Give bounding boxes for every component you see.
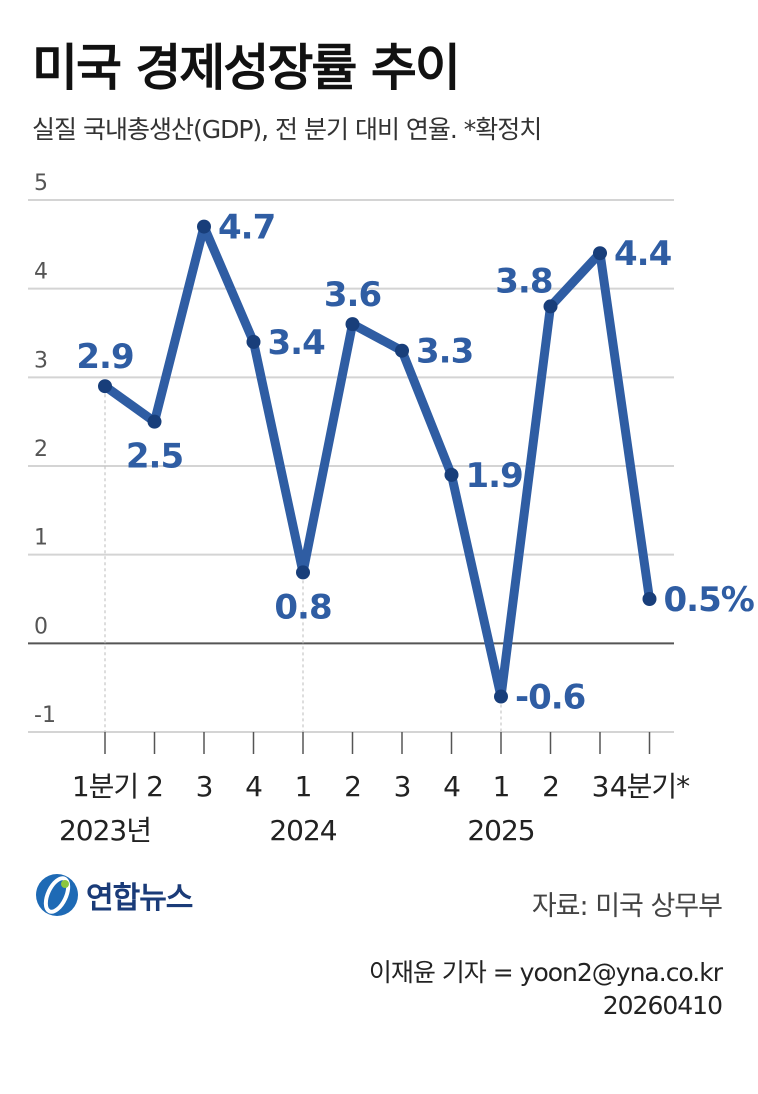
data-label: 3.8 bbox=[495, 261, 552, 301]
x-tick-label: 2 bbox=[344, 770, 361, 803]
data-point bbox=[246, 334, 261, 349]
date-text: 20260410 bbox=[602, 991, 723, 1020]
data-label: 2.5 bbox=[126, 437, 183, 477]
data-point bbox=[494, 689, 508, 704]
data-point bbox=[345, 317, 360, 332]
y-tick-label: 2 bbox=[34, 437, 48, 462]
x-tick-label: 4분기* bbox=[610, 770, 690, 803]
yonhap-logo-icon bbox=[36, 874, 78, 916]
x-tick-label: 4 bbox=[443, 770, 460, 803]
data-point bbox=[543, 299, 558, 314]
yonhap-logo: 연합뉴스 bbox=[34, 872, 193, 918]
x-tick-label: 3 bbox=[394, 770, 411, 803]
data-point bbox=[98, 379, 112, 394]
data-label: -0.6 bbox=[515, 678, 585, 718]
logo-text: 연합뉴스 bbox=[86, 881, 193, 916]
y-tick-label: 1 bbox=[34, 526, 48, 551]
data-label: 3.6 bbox=[324, 275, 381, 315]
x-tick-label: 3 bbox=[196, 770, 213, 803]
x-tick-label: 1 bbox=[295, 770, 312, 803]
y-tick-label: 0 bbox=[34, 614, 48, 639]
data-label: 0.8 bbox=[274, 587, 331, 627]
data-point bbox=[147, 414, 162, 429]
credit-block: 이재윤 기자 = yoon2@yna.co.kr 20260410 bbox=[368, 956, 723, 1022]
data-label: 3.4 bbox=[268, 323, 326, 363]
data-point bbox=[296, 565, 310, 580]
y-tick-label: 5 bbox=[34, 171, 48, 196]
data-label: 1.9 bbox=[466, 456, 523, 496]
y-tick-label: -1 bbox=[34, 703, 56, 728]
data-point bbox=[395, 343, 409, 358]
y-tick-label: 4 bbox=[34, 260, 48, 285]
reporter-text: 이재윤 기자 = yoon2@yna.co.kr bbox=[368, 958, 723, 987]
data-label: 4.7 bbox=[218, 208, 275, 248]
data-point bbox=[642, 592, 657, 606]
year-label: 2025 bbox=[467, 814, 534, 847]
data-point bbox=[444, 467, 459, 482]
x-tick-label: 1분기 bbox=[72, 770, 138, 803]
data-label: 4.4 bbox=[614, 234, 672, 274]
data-label: 2.9 bbox=[76, 337, 133, 377]
series-line bbox=[100, 222, 654, 702]
x-tick-label: 2 bbox=[542, 770, 559, 803]
data-point bbox=[593, 246, 607, 261]
source-text: 자료: 미국 상무부 bbox=[531, 891, 723, 922]
x-tick-label: 4 bbox=[245, 770, 262, 803]
year-label: 2023년 bbox=[59, 814, 151, 847]
data-label: 3.3 bbox=[416, 332, 473, 372]
x-tick-label: 2 bbox=[146, 770, 163, 803]
x-tick-label: 3 bbox=[592, 770, 609, 803]
year-label: 2024 bbox=[269, 814, 336, 847]
y-tick-label: 3 bbox=[34, 348, 48, 373]
chart-subtitle: 실질 국내총생산(GDP), 전 분기 대비 연율. *확정치 bbox=[32, 115, 542, 144]
chart-title: 미국 경제성장률 추이 bbox=[32, 39, 461, 97]
data-label: 0.5% bbox=[664, 580, 754, 620]
data-point bbox=[197, 219, 211, 234]
x-tick-label: 1 bbox=[493, 770, 510, 803]
